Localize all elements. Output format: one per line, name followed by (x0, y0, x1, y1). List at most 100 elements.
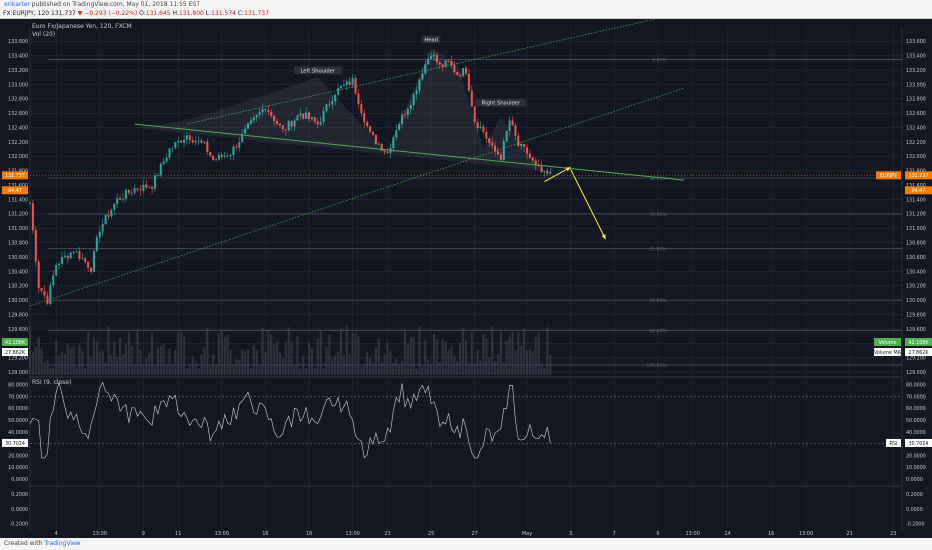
candle-body (430, 56, 433, 59)
tradingview-logo[interactable]: TradingView (44, 540, 81, 547)
candle-body (142, 184, 145, 191)
volume-bar (215, 364, 218, 375)
volume-bar (52, 367, 55, 375)
candle-body (281, 125, 284, 130)
candle-body (84, 258, 87, 262)
projection-arrow-head (565, 167, 571, 172)
volume-bar (444, 341, 447, 375)
candle-body (357, 93, 360, 105)
time-tick: 13:00 (686, 531, 700, 537)
candle-body (531, 157, 534, 161)
candle-body (252, 117, 255, 121)
price-tick-right: 133.600 (906, 39, 926, 45)
candle-body (450, 61, 453, 66)
volume-bar (43, 362, 46, 375)
volume-bar (467, 362, 470, 375)
candle-body (526, 147, 529, 154)
candle-body (136, 188, 139, 190)
candle-body (177, 140, 180, 143)
candle-body (322, 110, 325, 122)
high-label: H: (172, 10, 180, 17)
candle-body (540, 166, 543, 173)
price-tick-right: 129.600 (906, 327, 926, 333)
volume-bar (383, 354, 386, 375)
rsi-tick-left: 40.0000 (8, 430, 28, 436)
candle-body (133, 188, 136, 193)
price-tick-right: 129.800 (906, 312, 926, 318)
volume-bar (470, 332, 473, 375)
price-tick-left: 130.800 (8, 241, 28, 247)
time-tick: 23 (890, 531, 896, 537)
volume-bar (424, 339, 427, 375)
candle-body (319, 121, 322, 125)
time-tick: 11 (175, 531, 181, 537)
candle-body (398, 124, 401, 130)
price-tick-left: 131.600 (8, 183, 28, 189)
rsi-title: RSI (9, close) (32, 379, 71, 386)
time-tick: 13:00 (93, 531, 107, 537)
candle-body (49, 284, 52, 304)
candle-body (183, 139, 186, 143)
price-tick-left: 132.000 (8, 154, 28, 160)
volume-bar (130, 345, 133, 375)
volume-bar (235, 359, 238, 375)
price-tick-left: 130.000 (8, 298, 28, 304)
candle-body (456, 72, 459, 75)
volume-bar (511, 331, 514, 375)
candle-body (273, 115, 276, 122)
candle-body (360, 104, 363, 114)
candle-body (462, 68, 465, 77)
volume-bar (430, 363, 433, 375)
volume-bar (313, 367, 316, 375)
candle-body (191, 140, 194, 143)
volume-bar (37, 337, 40, 375)
volume-bar (354, 333, 357, 375)
volume-ma-tag-right: 27.862K (909, 350, 930, 356)
volume-bar (366, 352, 369, 375)
candle-body (543, 170, 546, 173)
candle-body (40, 288, 43, 292)
volume-bar (427, 359, 430, 375)
projection-arrows (544, 166, 606, 240)
head-shoulders-pattern: Left Shoulder Head Right Shoulder (134, 35, 685, 181)
time-tick: 13:00 (215, 531, 229, 537)
volume-bar (252, 344, 255, 375)
candle-body (293, 120, 296, 127)
author-link[interactable]: erikarter (4, 1, 30, 8)
candle-body (363, 113, 366, 123)
current-price-tag-left-bg (2, 171, 28, 180)
candle-body (113, 203, 116, 210)
volume-bar (488, 356, 491, 375)
chart-canvas[interactable]: 0.00% 38.20% 50.00% 61.80% 78.60% 88.60% 100.0… (0, 19, 932, 538)
time-tick: May (522, 531, 532, 537)
price-tick-right: 130.800 (906, 241, 926, 247)
candle-body (412, 94, 415, 106)
candle-body (508, 120, 511, 132)
volume-tag-left-bg (2, 338, 28, 346)
volume-bar (197, 368, 200, 375)
candle-body (226, 155, 229, 157)
candle-body (185, 135, 188, 140)
candle-body (517, 135, 520, 146)
high-value: 131.800 (179, 10, 204, 17)
pattern-label: Left Shoulder (301, 68, 336, 74)
candle-body (316, 121, 319, 125)
time-tick: 7 (613, 531, 616, 537)
candle-body (299, 113, 302, 116)
candle-body (63, 255, 66, 258)
price-tick-left: 130.600 (8, 255, 28, 261)
price-tick-left: 132.200 (8, 140, 28, 146)
volume-bar (246, 349, 250, 375)
price-tick-left: 129.000 (8, 370, 28, 376)
volume-bar (200, 354, 203, 375)
price-tick-right: 132.000 (906, 154, 926, 160)
low-value: 131.574 (211, 10, 236, 17)
sub-tick-right: 0.0000 (906, 507, 923, 513)
volume-bar (447, 350, 450, 375)
volume-bar (371, 362, 375, 375)
volume-bar (374, 347, 377, 375)
volume-bar (264, 352, 267, 375)
footer: Created with TradingView (0, 538, 932, 550)
price-tick-right: 133.200 (906, 68, 926, 74)
volume-bar (180, 331, 183, 375)
